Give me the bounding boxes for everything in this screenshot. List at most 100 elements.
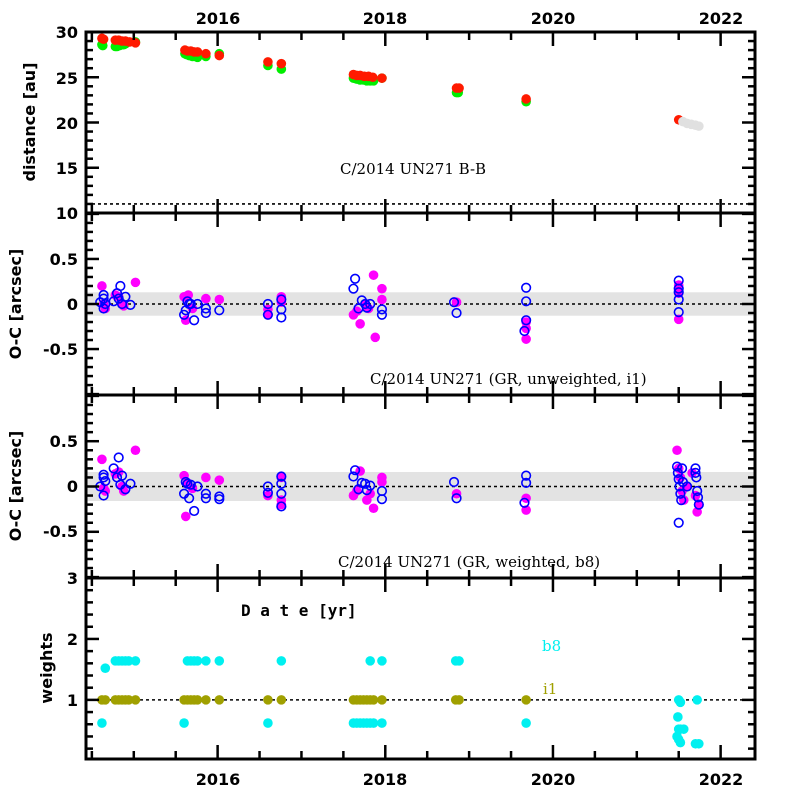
x-axis-title: D a t e [yr] xyxy=(241,601,357,620)
point-oc-unweighted-Dec xyxy=(214,305,225,316)
point-oc-weighted-Dec xyxy=(276,471,287,482)
point-oc-weighted-RA xyxy=(130,445,141,456)
point-weights-i1 xyxy=(263,695,273,705)
y-tick-label-oc-unweighted: 0 xyxy=(67,295,78,314)
point-oc-weighted-RA xyxy=(682,481,692,492)
point-oc-weighted-RA xyxy=(687,468,697,478)
point-oc-unweighted-Dec xyxy=(376,304,388,315)
point-oc-weighted-Dec xyxy=(100,475,111,487)
point-oc-weighted-Dec xyxy=(200,493,211,504)
point-oc-weighted-RA xyxy=(368,503,379,514)
point-oc-unweighted-Dec xyxy=(178,309,190,320)
point-oc-weighted-Dec xyxy=(676,463,688,474)
x-tick-label-bottom: 2020 xyxy=(531,770,576,789)
point-weights-b8 xyxy=(214,656,225,666)
point-distance-red xyxy=(130,38,141,48)
point-oc-weighted-Dec xyxy=(120,484,131,495)
point-oc-unweighted-Dec xyxy=(120,291,131,302)
point-oc-unweighted-Dec xyxy=(521,282,532,293)
point-distance-red xyxy=(276,58,287,69)
point-oc-weighted-Dec xyxy=(519,497,530,508)
point-oc-unweighted-Dec xyxy=(262,298,274,310)
point-oc-unweighted-Dec xyxy=(98,293,109,304)
band-oc-unweighted xyxy=(86,292,755,316)
point-oc-unweighted-Dec xyxy=(113,293,124,304)
point-weights-b8 xyxy=(675,697,686,708)
point-oc-unweighted-Dec xyxy=(115,280,126,292)
point-oc-weighted-Dec xyxy=(200,488,211,499)
point-oc-weighted-Dec xyxy=(348,471,359,482)
point-oc-weighted-Dec xyxy=(448,476,460,488)
point-weights-i1 xyxy=(377,695,387,705)
point-oc-unweighted-Dec xyxy=(185,298,196,310)
point-oc-unweighted-Dec xyxy=(521,315,532,326)
point-oc-unweighted-Dec xyxy=(521,296,532,307)
point-oc-weighted-RA xyxy=(97,454,107,465)
point-weights-i1 xyxy=(130,695,141,705)
point-weights-b8 xyxy=(678,724,689,734)
point-distance-red xyxy=(521,94,531,104)
point-weights-b8 xyxy=(694,738,704,749)
point-oc-weighted-Dec xyxy=(192,481,203,492)
x-tick-label-top: 2020 xyxy=(531,9,576,28)
point-weights-b8 xyxy=(276,656,287,666)
point-weights-b8 xyxy=(201,656,211,666)
point-weights-i1 xyxy=(368,695,379,705)
point-distance-red xyxy=(98,34,109,45)
band-oc-weighted xyxy=(86,472,755,501)
point-distance-red xyxy=(214,50,225,61)
legend-label-b8: b8 xyxy=(542,637,561,655)
point-oc-weighted-Dec xyxy=(675,488,686,499)
point-oc-unweighted-RA xyxy=(368,270,379,280)
point-oc-weighted-Dec xyxy=(108,463,119,474)
y-tick-label-oc-unweighted: -0.5 xyxy=(43,340,78,359)
point-oc-unweighted-RA xyxy=(370,332,381,343)
point-oc-weighted-Dec xyxy=(676,494,687,506)
x-tick-label-top: 2018 xyxy=(363,9,408,28)
point-oc-unweighted-Dec xyxy=(200,303,211,314)
point-oc-unweighted-RA xyxy=(355,319,365,329)
point-weights-b8 xyxy=(365,656,375,666)
point-weights-i1 xyxy=(454,695,464,705)
point-oc-unweighted-Dec xyxy=(448,297,460,308)
point-weights-b8 xyxy=(123,656,134,666)
y-axis-title-weights: weights xyxy=(37,632,56,703)
point-distance-red xyxy=(367,72,378,83)
y-tick-label-distance: 25 xyxy=(56,69,78,88)
point-oc-weighted-Dec xyxy=(673,517,684,528)
point-weights-b8 xyxy=(692,695,702,705)
point-distance-red xyxy=(263,57,273,67)
point-oc-unweighted-Dec xyxy=(189,315,200,326)
point-oc-weighted-Dec xyxy=(214,494,225,505)
point-weights-b8 xyxy=(100,663,111,673)
point-weights-i1 xyxy=(123,695,134,705)
point-oc-unweighted-Dec xyxy=(673,283,684,294)
point-oc-unweighted-RA xyxy=(521,334,531,344)
point-oc-weighted-Dec xyxy=(185,479,196,490)
point-oc-unweighted-Dec xyxy=(519,325,530,337)
point-oc-weighted-Dec xyxy=(681,481,693,492)
point-oc-weighted-Dec xyxy=(376,494,388,505)
point-oc-weighted-RA xyxy=(201,472,211,483)
point-oc-weighted-Dec xyxy=(180,476,191,488)
point-oc-weighted-Dec xyxy=(521,470,532,481)
point-oc-unweighted-RA xyxy=(673,314,684,325)
point-oc-unweighted-Dec xyxy=(451,307,462,319)
point-oc-unweighted-RA xyxy=(451,297,462,307)
x-tick-label-top: 2016 xyxy=(196,9,241,28)
point-oc-weighted-RA xyxy=(672,445,682,456)
point-oc-weighted-Dec xyxy=(184,493,195,504)
point-oc-unweighted-Dec xyxy=(192,298,203,310)
point-oc-unweighted-Dec xyxy=(376,309,388,320)
point-oc-unweighted-RA xyxy=(214,294,225,305)
point-oc-unweighted-Dec xyxy=(350,273,361,284)
point-oc-weighted-Dec xyxy=(671,461,683,472)
x-tick-label-bottom: 2016 xyxy=(196,770,241,789)
point-distance-red xyxy=(192,47,203,57)
point-weights-i1 xyxy=(201,695,211,705)
y-tick-label-weights: 2 xyxy=(67,630,78,649)
point-weights-b8 xyxy=(192,656,203,666)
point-oc-weighted-Dec xyxy=(262,481,274,492)
point-weights-b8 xyxy=(263,718,273,728)
point-oc-weighted-Dec xyxy=(189,505,200,517)
